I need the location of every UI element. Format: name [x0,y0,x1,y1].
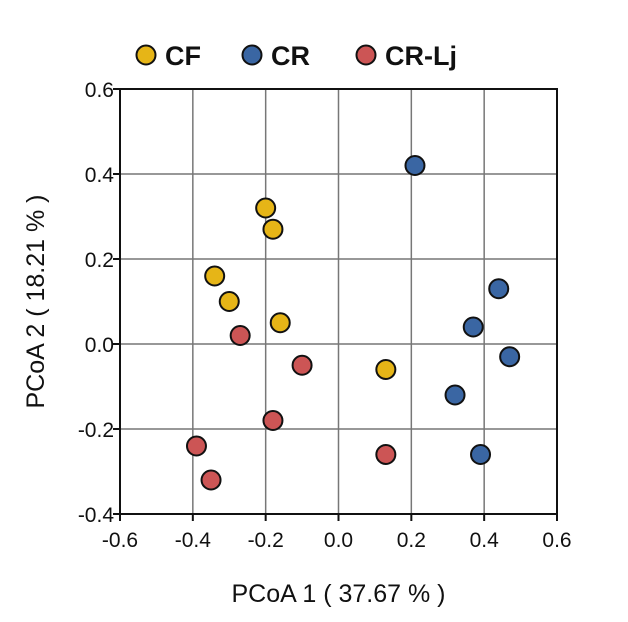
point-cr [488,278,510,300]
point-cf [375,359,397,380]
point-cf [255,197,277,219]
x-tick-label: -0.6 [102,529,138,552]
y-tick-label: 0.2 [85,249,114,272]
point-cf [262,218,284,240]
point-cr-lj [262,410,284,431]
plot-frame [119,88,558,515]
grid-lines [119,88,558,515]
point-cr [404,155,426,176]
x-tick-label: 0.4 [470,529,500,552]
point-cr-lj [375,444,397,465]
x-tick-label: 0.2 [397,529,426,552]
point-cr [499,346,521,368]
point-cr-lj [200,469,222,491]
point-cf [204,265,226,287]
y-tick-label: -0.4 [78,504,115,527]
y-tick-label: -0.2 [78,419,114,442]
legend-label-cr: CR [271,41,310,71]
y-tick-label: 0.4 [85,164,115,187]
legend-marker-cr-lj [355,44,377,66]
x-tick-label: -0.4 [175,529,212,552]
y-tick-label: 0.0 [85,334,114,357]
y-tick-label: 0.6 [85,79,114,102]
legend: CF CR CR-Lj [135,41,457,71]
y-axis-label: PCoA 2 ( 18.21 % ) [22,194,50,408]
point-cr [444,384,466,406]
point-cf [218,291,240,312]
x-tick-label: 0.6 [542,529,571,552]
point-cf [269,312,291,334]
point-cr [470,444,492,465]
tick-marks [113,88,558,521]
point-cr-lj [185,435,207,457]
legend-label-cr-lj: CR-Lj [385,41,457,71]
legend-marker-cr [241,44,263,66]
legend-marker-cf [135,44,157,66]
x-tick-label: 0.0 [324,529,353,552]
point-cr [462,316,484,338]
point-cr-lj [229,325,251,346]
x-axis-label: PCoA 1 ( 37.67 % ) [231,580,445,608]
legend-label-cf: CF [165,41,201,71]
data-points [185,155,521,491]
point-cr-lj [291,354,313,376]
x-tick-label: -0.2 [248,529,284,552]
